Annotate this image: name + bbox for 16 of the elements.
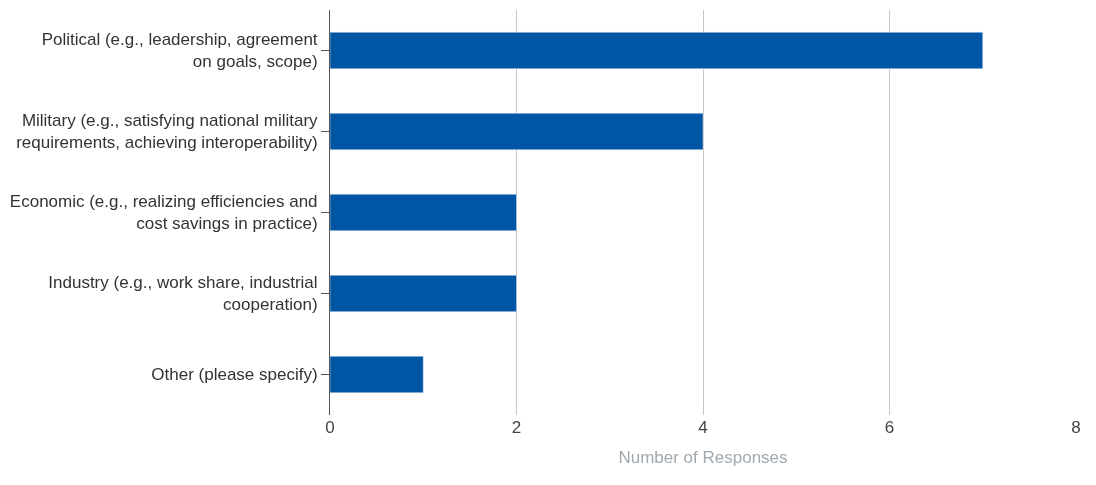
- y-tick-label: Economic (e.g., realizing efficiencies and cost savings in practice): [9, 192, 318, 234]
- bar: [330, 194, 517, 231]
- x-tick-label: 8: [1071, 418, 1081, 437]
- x-tick-label: 6: [884, 418, 895, 437]
- x-tick-label: 2: [511, 418, 522, 437]
- bar: [330, 113, 704, 150]
- bar: [330, 32, 983, 69]
- bar: [330, 356, 424, 393]
- y-tick-label: Industry (e.g., work share, industrial cooperation): [48, 273, 318, 315]
- bar: [330, 275, 517, 312]
- x-tick-label: 4: [698, 418, 708, 437]
- x-tick-label: 0: [325, 418, 335, 437]
- y-tick-label: Political (e.g., leadership, agreement on goals, scope): [41, 30, 318, 72]
- y-tick-label: Military (e.g., satisfying national military requirements, achieving interoperability): [16, 111, 319, 153]
- y-tick-label: Other (please specify): [151, 365, 318, 385]
- x-axis-title: Number of Responses: [618, 448, 788, 468]
